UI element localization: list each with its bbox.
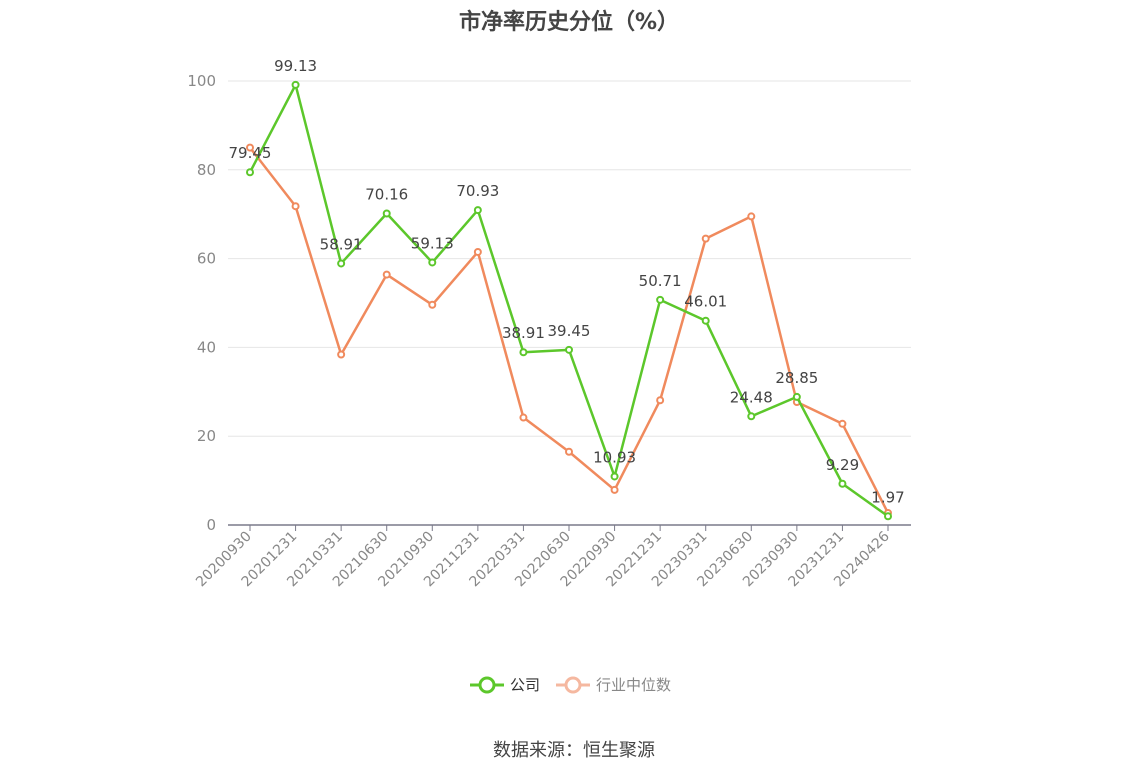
company-data-point [246,168,254,177]
industry-data-point [838,419,847,428]
legend-company-label: 公司 [510,676,541,694]
industry-data-point [565,447,573,456]
company-data-label: 38.91 [502,324,545,342]
y-tick-label: 60 [197,250,216,268]
company-data-label: 59.13 [411,234,454,252]
industry-data-point [428,300,437,309]
company-data-point [473,206,482,215]
data-source: 数据来源：恒生聚源 [493,740,655,761]
company-data-point [610,472,619,481]
company-data-label: 99.13 [274,57,317,75]
company-data-point [701,316,710,325]
legend-industry-marker-icon [556,676,591,693]
company-data-label: 79.45 [229,144,272,162]
company-data-label: 50.71 [639,272,682,290]
company-data-label: 70.93 [456,182,499,200]
legend-item-industry[interactable]: 行业中位数 [556,674,671,695]
y-tick-label: 100 [187,72,216,90]
legend-item-company[interactable]: 公司 [470,674,540,695]
company-data-label: 9.29 [826,456,859,474]
label-layer: 79.45 99.13 58.91 70.16 59.13 70.93 38.91 39.45… [229,57,905,506]
legend-industry-label: 行业中位数 [596,676,672,694]
company-data-label: 1.97 [871,488,904,506]
company-data-point [747,412,756,421]
legend: 公司 行业中位数 [470,674,687,695]
series-layer [246,80,892,521]
company-data-point [656,295,665,304]
industry-data-point [382,270,391,279]
company-data-label: 46.01 [684,293,727,311]
company-data-point [519,348,528,357]
company-data-label: 24.48 [730,388,773,406]
industry-data-point [337,350,346,359]
industry-data-point [291,202,300,211]
company-data-label: 28.85 [775,369,818,387]
company-data-label: 39.45 [548,322,591,340]
company-data-point [382,209,391,218]
company-data-point [428,258,437,267]
industry-data-point [610,485,619,494]
company-data-point [291,80,300,89]
company-data-point [884,512,892,521]
y-tick-label: 80 [197,161,216,179]
company-data-point [838,479,847,488]
y-tick-label: 0 [206,516,216,534]
industry-data-point [701,234,710,243]
y-tick-label: 20 [197,427,216,445]
industry-data-point [473,247,482,256]
company-data-label: 70.16 [365,185,408,203]
industry-data-point [747,212,756,221]
company-data-label: 10.93 [593,448,636,466]
y-tick-label: 40 [197,338,216,356]
industry-data-point [656,396,665,405]
company-data-point [792,392,801,401]
legend-company-marker-icon [470,676,504,693]
company-data-point [565,345,573,354]
industry-data-point [519,413,528,422]
company-data-point [337,259,346,268]
company-data-label: 58.91 [320,235,363,253]
chart-title: 市净率历史分位（%） [458,10,680,35]
industry-data-point [246,143,254,152]
